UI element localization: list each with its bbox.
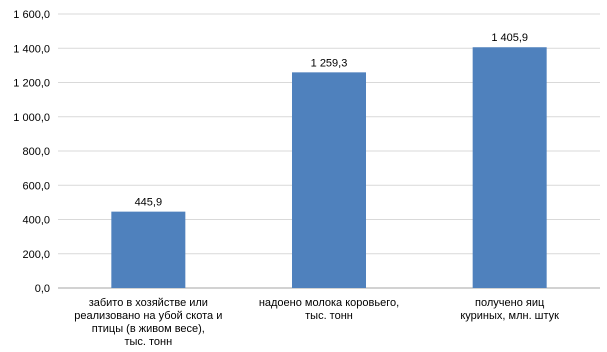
bar-value-label: 445,9	[135, 197, 163, 209]
bar	[472, 47, 547, 288]
x-category-label: тыс. тонн	[305, 310, 353, 322]
x-category-label: тыс. тонн	[124, 336, 172, 347]
x-category-label: реализовано на убой скота и	[74, 310, 222, 322]
bar-value-label: 1 259,3	[311, 57, 348, 69]
x-category-label: забито в хозяйстве или	[89, 297, 208, 309]
y-tick-label: 200,0	[22, 249, 50, 261]
x-category-label: куриных, млн. штук	[460, 310, 559, 322]
x-category-label: получено яиц	[475, 297, 545, 309]
y-tick-label: 800,0	[22, 146, 50, 158]
x-category-label: надоено молока коровьего,	[259, 297, 399, 309]
y-tick-label: 1 400,0	[13, 43, 50, 55]
y-tick-label: 1 000,0	[13, 112, 50, 124]
bar	[292, 72, 366, 288]
x-category-label: птицы (в живом весе),	[92, 323, 205, 335]
bar	[111, 211, 186, 288]
y-tick-label: 400,0	[22, 215, 50, 227]
y-tick-label: 1 200,0	[13, 78, 50, 90]
bar-value-label: 1 405,9	[491, 32, 528, 44]
y-tick-label: 0,0	[35, 283, 50, 295]
y-tick-label: 600,0	[22, 180, 50, 192]
y-tick-label: 1 600,0	[13, 9, 50, 21]
